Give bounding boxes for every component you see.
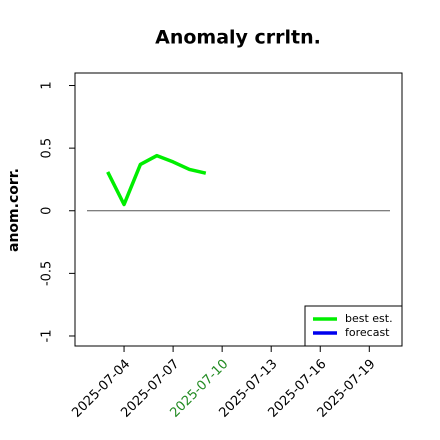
legend-box [304,305,403,347]
y-tick-label: 1 [40,81,55,89]
y-axis-label: anom.corr. [6,168,22,252]
y-tick-label: 0 [40,207,55,215]
plot-frame [74,72,403,347]
legend-label: best est. [345,312,393,325]
legend-label: forecast [345,326,390,339]
chart-title: Anomaly crrltn. [155,27,321,49]
data-line [106,153,207,207]
y-tick-label: -1 [40,329,55,342]
y-tick-label: -0.5 [40,261,55,286]
y-tick-label: 0.5 [40,138,55,159]
